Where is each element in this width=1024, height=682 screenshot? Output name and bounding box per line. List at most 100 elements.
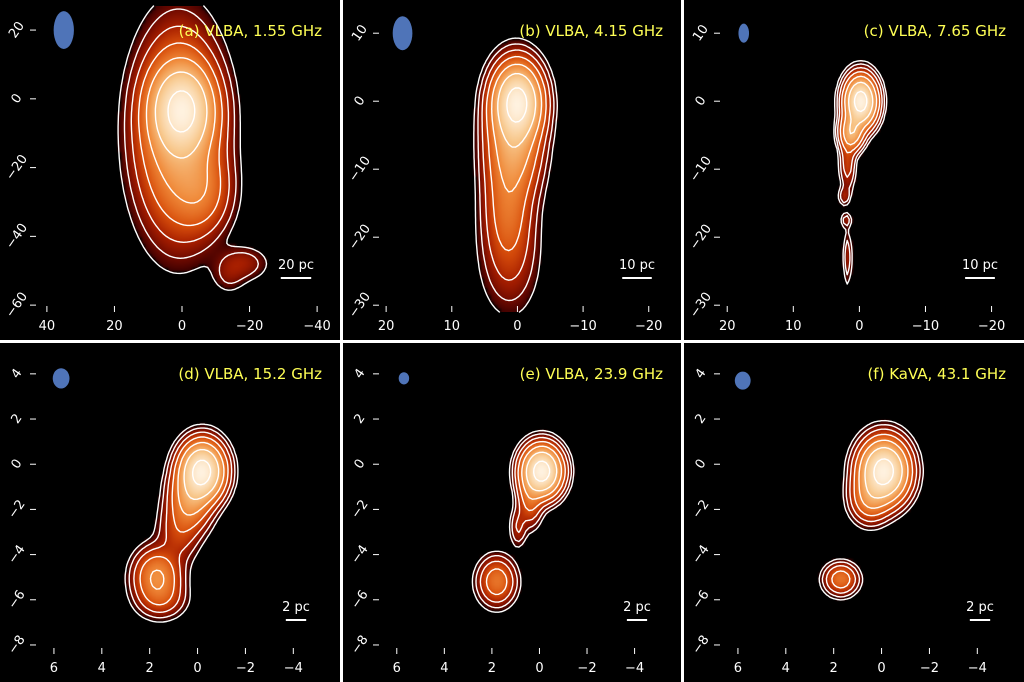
contour-level-0 <box>473 37 558 313</box>
contour-level-5 <box>525 451 558 492</box>
x-tick-label: 2 <box>830 661 838 676</box>
contour-level-4 <box>491 63 543 193</box>
scale-bar-label: 2 pc <box>282 600 310 615</box>
contour-level-5 <box>848 81 874 135</box>
contour-level-0 <box>117 5 268 291</box>
contour-level-2 <box>825 428 918 594</box>
x-tick-label: −20 <box>635 319 662 334</box>
x-tick-label: −2 <box>920 661 939 676</box>
contour-level-3 <box>831 433 914 589</box>
contour-level-4 <box>858 439 909 509</box>
contour-level-3 <box>137 42 223 227</box>
contour-level-6 <box>192 459 212 486</box>
x-tick-label: 2 <box>488 661 496 676</box>
x-tick-label: 4 <box>440 661 448 676</box>
x-tick-label: −10 <box>569 319 596 334</box>
x-tick-label: 4 <box>782 661 790 676</box>
contour-level-4 <box>145 57 216 204</box>
x-tick-label: 10 <box>444 319 461 334</box>
panel-title: (a) VLBA, 1.55 GHz <box>179 22 322 40</box>
x-tick-label: 40 <box>39 319 56 334</box>
x-tick-label: 0 <box>193 661 201 676</box>
contour-level-4 <box>149 441 225 590</box>
contours <box>471 429 575 613</box>
panel-title: (e) VLBA, 23.9 GHz <box>520 365 663 383</box>
x-tick-label: 10 <box>785 319 802 334</box>
contour-level-3 <box>139 436 229 606</box>
contour-level-5 <box>864 446 903 499</box>
scale-bar-label: 2 pc <box>966 600 994 615</box>
contour-level-6 <box>167 90 196 133</box>
contour-level-5 <box>497 72 537 148</box>
contour-level-1 <box>128 427 236 619</box>
intensity-map <box>714 349 1018 654</box>
x-tick-label: −2 <box>577 661 596 676</box>
contour-level-2 <box>130 25 230 243</box>
contour-level-2 <box>133 431 233 613</box>
x-tick-label: 2 <box>146 661 154 676</box>
contour-level-1 <box>477 43 555 302</box>
contours <box>818 419 924 601</box>
panel-title: (f) KaVA, 43.1 GHz <box>867 365 1006 383</box>
intensity-map <box>30 349 334 654</box>
x-tick-label: −20 <box>978 319 1005 334</box>
contours <box>473 37 558 313</box>
contours <box>833 60 888 285</box>
x-tick-label: −4 <box>284 661 303 676</box>
x-tick-label: 0 <box>535 661 543 676</box>
beam-ellipse <box>398 372 410 385</box>
x-tick-label: 20 <box>106 319 123 334</box>
beam-ellipse <box>738 23 750 43</box>
x-tick-label: 6 <box>50 661 58 676</box>
x-tick-label: −2 <box>236 661 255 676</box>
x-tick-label: 6 <box>393 661 401 676</box>
panel-title: (c) VLBA, 7.65 GHz <box>864 22 1006 40</box>
beam-ellipse <box>53 11 74 49</box>
x-tick-label: 20 <box>378 319 395 334</box>
contour-level-6 <box>506 87 528 123</box>
beam-ellipse <box>52 368 70 389</box>
scale-bar-label: 10 pc <box>962 258 998 273</box>
contour-level-4 <box>842 75 878 146</box>
contour-level-1 <box>834 63 886 276</box>
contour-level-1 <box>475 433 573 609</box>
x-tick-label: −40 <box>303 319 330 334</box>
x-tick-label: −4 <box>968 661 987 676</box>
x-tick-label: −10 <box>912 319 939 334</box>
scale-bar-label: 20 pc <box>278 258 314 273</box>
contour-level-0 <box>124 423 239 623</box>
contour-level-3 <box>839 71 881 154</box>
contours <box>117 5 268 291</box>
x-tick-label: −4 <box>625 661 644 676</box>
contour-level-3 <box>485 440 566 596</box>
contour-level-1 <box>123 8 259 284</box>
beam-ellipse <box>392 16 413 51</box>
scale-bar-label: 10 pc <box>619 258 655 273</box>
x-tick-label: −20 <box>236 319 263 334</box>
x-tick-label: 0 <box>513 319 521 334</box>
intensity-map <box>714 6 1018 312</box>
x-tick-label: 0 <box>178 319 186 334</box>
contour-level-2 <box>479 436 570 603</box>
contour-level-2 <box>837 66 883 178</box>
contour-level-6 <box>853 90 868 113</box>
contour-level-6 <box>873 458 894 486</box>
beam-ellipse <box>734 371 751 390</box>
contour-level-6 <box>533 460 551 482</box>
contour-level-0 <box>818 419 924 601</box>
x-tick-label: 4 <box>98 661 106 676</box>
contour-level-0 <box>471 429 575 613</box>
intensity-map <box>30 6 334 312</box>
contour-level-3 <box>485 55 547 252</box>
x-tick-label: 0 <box>855 319 863 334</box>
panel-title: (d) VLBA, 15.2 GHz <box>178 365 322 383</box>
x-tick-label: 6 <box>734 661 742 676</box>
contour-level-1 <box>821 424 921 598</box>
